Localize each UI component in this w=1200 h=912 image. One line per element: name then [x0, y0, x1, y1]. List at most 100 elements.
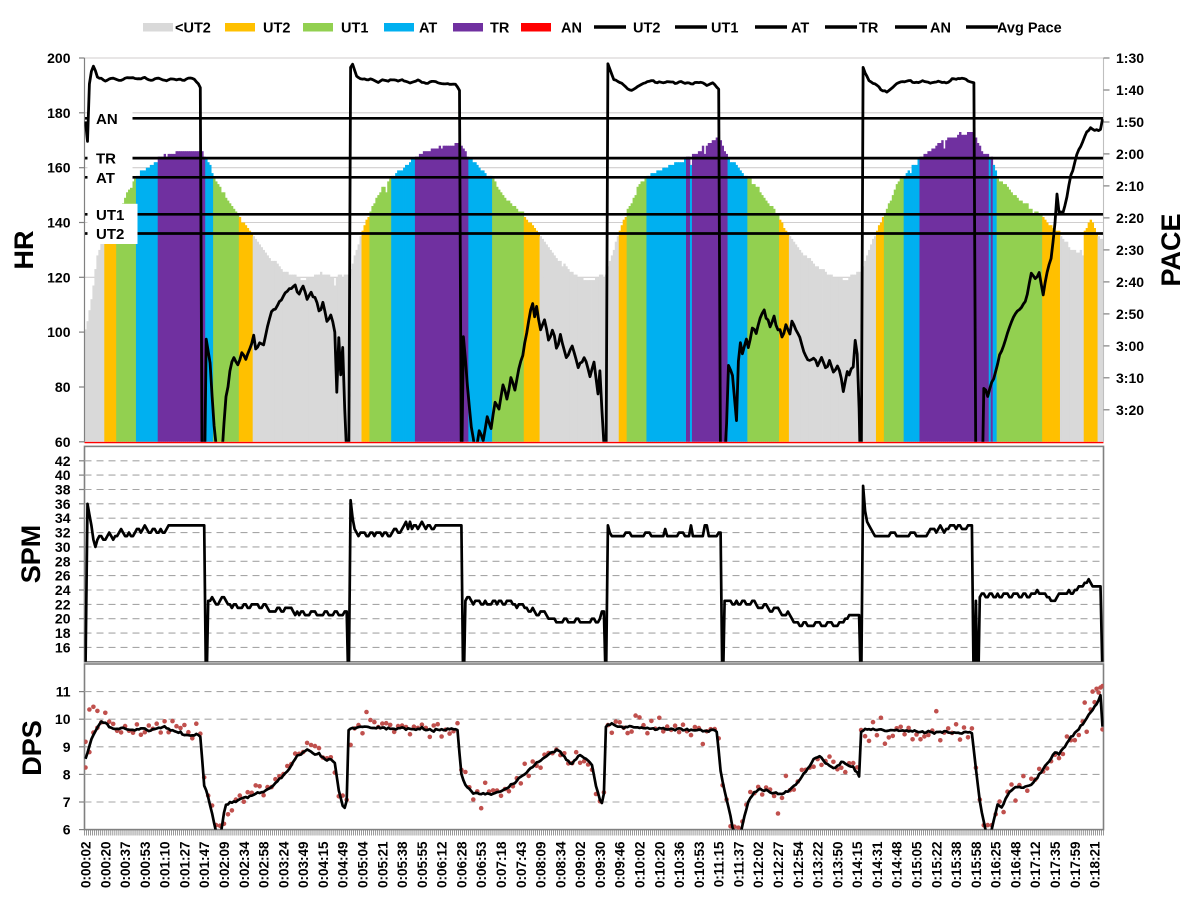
svg-text:0:17:35: 0:17:35	[1048, 841, 1063, 888]
svg-text:0:07:18: 0:07:18	[494, 841, 509, 888]
svg-text:0:15:22: 0:15:22	[929, 842, 944, 889]
svg-text:6: 6	[63, 822, 71, 838]
svg-text:0:12:02: 0:12:02	[751, 842, 766, 889]
svg-text:0:00:02: 0:00:02	[79, 842, 94, 889]
svg-text:2:50: 2:50	[1116, 306, 1144, 322]
svg-text:0:06:28: 0:06:28	[454, 841, 469, 888]
svg-text:AT: AT	[791, 21, 809, 37]
svg-text:AN: AN	[96, 111, 118, 128]
svg-text:120: 120	[47, 269, 71, 285]
svg-text:26: 26	[55, 568, 71, 584]
svg-text:0:09:46: 0:09:46	[613, 841, 628, 888]
svg-text:TR: TR	[490, 21, 510, 37]
svg-text:0:10:53: 0:10:53	[692, 841, 707, 888]
svg-text:AT: AT	[96, 170, 115, 187]
svg-text:2:10: 2:10	[1116, 178, 1144, 194]
svg-text:0:17:12: 0:17:12	[1028, 842, 1043, 889]
svg-text:UT1: UT1	[96, 207, 124, 224]
svg-text:0:14:15: 0:14:15	[850, 841, 865, 888]
svg-text:34: 34	[55, 510, 71, 526]
svg-text:0:14:48: 0:14:48	[890, 841, 905, 888]
svg-text:0:04:15: 0:04:15	[316, 841, 331, 888]
svg-text:0:17:59: 0:17:59	[1068, 842, 1083, 889]
svg-text:3:00: 3:00	[1116, 338, 1144, 354]
svg-text:140: 140	[47, 215, 71, 231]
svg-text:0:00:53: 0:00:53	[138, 841, 153, 888]
svg-text:28: 28	[55, 553, 71, 569]
svg-text:UT2: UT2	[263, 21, 290, 37]
svg-text:Avg Pace: Avg Pace	[997, 21, 1062, 37]
svg-text:22: 22	[55, 596, 71, 612]
svg-text:0:16:48: 0:16:48	[1009, 841, 1024, 888]
svg-text:<UT2: <UT2	[175, 21, 211, 37]
svg-text:1:40: 1:40	[1116, 82, 1144, 98]
svg-text:0:06:12: 0:06:12	[435, 842, 450, 889]
svg-text:0:13:22: 0:13:22	[811, 842, 826, 889]
svg-text:0:05:55: 0:05:55	[415, 841, 430, 888]
svg-text:HR: HR	[9, 231, 39, 270]
svg-text:0:03:24: 0:03:24	[276, 841, 291, 888]
svg-text:0:12:27: 0:12:27	[771, 842, 786, 889]
svg-text:0:15:58: 0:15:58	[969, 841, 984, 888]
svg-text:160: 160	[47, 160, 71, 176]
svg-text:0:08:09: 0:08:09	[534, 842, 549, 889]
svg-text:AT: AT	[419, 21, 437, 37]
svg-text:80: 80	[55, 379, 71, 395]
svg-text:0:02:34: 0:02:34	[237, 841, 252, 888]
svg-text:AN: AN	[930, 21, 951, 37]
svg-text:TR: TR	[96, 151, 116, 168]
svg-text:0:00:37: 0:00:37	[118, 842, 133, 889]
svg-text:0:09:02: 0:09:02	[573, 842, 588, 889]
svg-text:0:06:53: 0:06:53	[474, 841, 489, 888]
svg-text:2:20: 2:20	[1116, 210, 1144, 226]
svg-text:0:16:25: 0:16:25	[989, 841, 1004, 888]
svg-text:0:11:37: 0:11:37	[731, 842, 746, 888]
svg-text:UT1: UT1	[341, 21, 368, 37]
svg-text:3:20: 3:20	[1116, 402, 1144, 418]
svg-text:180: 180	[47, 105, 71, 121]
svg-text:2:40: 2:40	[1116, 274, 1144, 290]
svg-text:0:18:21: 0:18:21	[1088, 841, 1103, 888]
svg-text:AN: AN	[561, 21, 582, 37]
svg-text:20: 20	[55, 611, 71, 627]
svg-text:0:09:30: 0:09:30	[593, 842, 608, 889]
svg-text:1:30: 1:30	[1116, 50, 1144, 66]
svg-text:10: 10	[55, 711, 71, 727]
svg-text:7: 7	[63, 794, 71, 810]
svg-text:DPS: DPS	[17, 720, 47, 776]
svg-text:200: 200	[47, 50, 71, 66]
svg-text:TR: TR	[859, 21, 879, 37]
svg-text:0:11:15: 0:11:15	[712, 841, 727, 887]
svg-text:0:03:49: 0:03:49	[296, 842, 311, 889]
svg-text:40: 40	[55, 467, 71, 483]
svg-text:0:08:34: 0:08:34	[553, 841, 568, 888]
svg-text:16: 16	[55, 639, 71, 655]
svg-text:0:10:20: 0:10:20	[652, 842, 667, 889]
svg-text:0:00:20: 0:00:20	[98, 842, 113, 889]
svg-text:3:10: 3:10	[1116, 370, 1144, 386]
svg-text:38: 38	[55, 482, 71, 498]
svg-text:0:01:47: 0:01:47	[197, 842, 212, 889]
svg-text:0:04:49: 0:04:49	[336, 842, 351, 889]
svg-text:UT2: UT2	[633, 21, 660, 37]
svg-text:11: 11	[56, 684, 71, 700]
svg-text:0:10:36: 0:10:36	[672, 841, 687, 888]
svg-text:8: 8	[63, 766, 71, 782]
svg-text:9: 9	[63, 739, 71, 755]
svg-text:0:13:50: 0:13:50	[830, 842, 845, 889]
svg-text:0:07:43: 0:07:43	[514, 841, 529, 888]
svg-text:0:05:21: 0:05:21	[375, 841, 390, 888]
svg-text:SPM: SPM	[16, 525, 46, 584]
svg-text:100: 100	[47, 324, 71, 340]
svg-text:0:14:31: 0:14:31	[870, 841, 885, 888]
svg-text:2:30: 2:30	[1116, 242, 1144, 258]
svg-text:PACE: PACE	[1156, 213, 1186, 286]
svg-text:42: 42	[55, 453, 71, 469]
svg-text:0:05:38: 0:05:38	[395, 841, 410, 888]
svg-text:30: 30	[55, 539, 71, 555]
svg-text:UT2: UT2	[96, 226, 124, 243]
svg-text:0:10:02: 0:10:02	[633, 842, 648, 889]
svg-text:24: 24	[55, 582, 71, 598]
svg-text:2:00: 2:00	[1116, 146, 1144, 162]
svg-text:0:02:09: 0:02:09	[217, 842, 232, 889]
